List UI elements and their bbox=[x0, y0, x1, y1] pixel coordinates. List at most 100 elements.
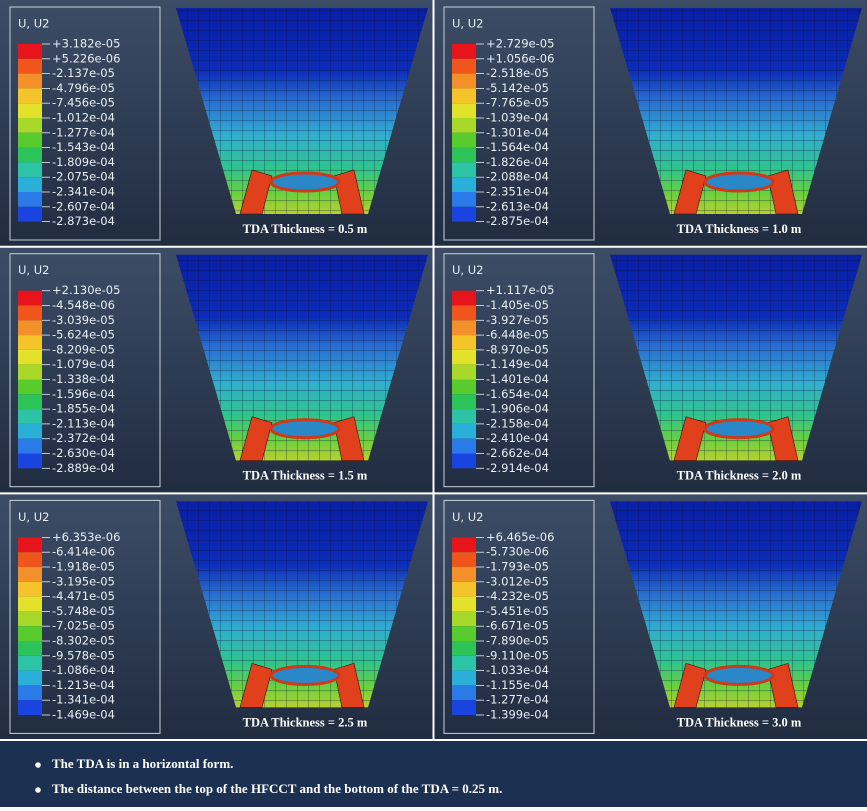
legend-label: -6.671e-05 bbox=[486, 619, 549, 633]
legend-swatch bbox=[18, 350, 42, 365]
legend-label: -1.469e-04 bbox=[52, 708, 115, 722]
legend-swatch bbox=[18, 44, 42, 59]
legend-swatch bbox=[18, 148, 42, 163]
legend-swatch bbox=[452, 306, 476, 321]
legend-title: U, U2 bbox=[18, 17, 49, 31]
legend-label: -3.012e-05 bbox=[486, 574, 549, 588]
legend-label: +2.729e-05 bbox=[486, 37, 554, 51]
legend-label: -1.149e-04 bbox=[486, 357, 549, 371]
legend-swatch bbox=[18, 641, 42, 656]
legend-swatch bbox=[452, 335, 476, 350]
legend-label: -1.033e-04 bbox=[486, 663, 549, 677]
legend-swatch bbox=[18, 626, 42, 641]
legend-label: -1.301e-04 bbox=[486, 125, 549, 139]
legend-label: -5.624e-05 bbox=[52, 328, 115, 342]
legend-label: +2.130e-05 bbox=[52, 283, 120, 297]
legend-swatch bbox=[18, 537, 42, 552]
legend-swatch bbox=[18, 394, 42, 409]
legend-label: -9.578e-05 bbox=[52, 648, 115, 662]
legend-label: -3.927e-05 bbox=[486, 313, 549, 327]
legend-label: -1.277e-04 bbox=[486, 693, 549, 707]
legend-swatch bbox=[452, 567, 476, 582]
legend-swatch bbox=[18, 207, 42, 222]
tda-outline bbox=[705, 666, 773, 684]
legend-label: -1.338e-04 bbox=[52, 372, 115, 386]
legend-swatch bbox=[452, 133, 476, 148]
note: The distance between the top of the HFCC… bbox=[52, 781, 502, 796]
legend-swatch bbox=[18, 320, 42, 335]
legend-label: -1.793e-05 bbox=[486, 560, 549, 574]
legend-label: +3.182e-05 bbox=[52, 37, 120, 51]
legend-label: -1.086e-04 bbox=[52, 663, 115, 677]
legend-label: -4.548e-06 bbox=[52, 298, 115, 312]
legend-label: -2.158e-04 bbox=[486, 416, 549, 430]
panel: TDA Thickness = 1.0 mU, U2+2.729e-05+1.0… bbox=[434, 0, 867, 247]
legend-swatch bbox=[452, 192, 476, 207]
legend-label: -1.399e-04 bbox=[486, 708, 549, 722]
legend-label: -5.748e-05 bbox=[52, 604, 115, 618]
legend-swatch bbox=[452, 44, 476, 59]
legend-swatch bbox=[452, 597, 476, 612]
legend-swatch bbox=[452, 626, 476, 641]
legend-swatch bbox=[452, 641, 476, 656]
legend-label: -1.341e-04 bbox=[52, 693, 115, 707]
legend-label: -3.195e-05 bbox=[52, 574, 115, 588]
figure: TDA Thickness = 0.5 mU, U2+3.182e-05+5.2… bbox=[0, 0, 867, 807]
legend-swatch bbox=[18, 656, 42, 671]
legend-label: -5.730e-06 bbox=[486, 545, 549, 559]
tda-outline bbox=[705, 173, 773, 191]
legend-label: -2.662e-04 bbox=[486, 446, 549, 460]
legend-swatch bbox=[18, 59, 42, 74]
panel: TDA Thickness = 3.0 mU, U2+6.465e-06-5.7… bbox=[434, 493, 867, 740]
legend-label: +1.056e-06 bbox=[486, 51, 554, 65]
legend-swatch bbox=[452, 611, 476, 626]
caption: TDA Thickness = 2.5 m bbox=[243, 715, 368, 729]
notes-background bbox=[0, 740, 867, 807]
legend-swatch bbox=[18, 306, 42, 321]
legend-title: U, U2 bbox=[452, 510, 483, 524]
legend-swatch bbox=[452, 380, 476, 395]
bullet bbox=[35, 762, 41, 768]
legend-label: -7.025e-05 bbox=[52, 619, 115, 633]
legend-swatch bbox=[452, 700, 476, 715]
panel: TDA Thickness = 2.0 mU, U2+1.117e-05-1.4… bbox=[434, 247, 867, 494]
legend-label: -2.113e-04 bbox=[52, 416, 115, 430]
legend-title: U, U2 bbox=[452, 17, 483, 31]
tda-outline bbox=[271, 420, 339, 438]
legend-label: -1.401e-04 bbox=[486, 372, 549, 386]
legend-label: -1.155e-04 bbox=[486, 678, 549, 692]
legend-swatch bbox=[18, 291, 42, 306]
legend-swatch bbox=[452, 207, 476, 222]
legend-swatch bbox=[452, 409, 476, 424]
legend-swatch bbox=[18, 611, 42, 626]
panel: TDA Thickness = 1.5 mU, U2+2.130e-05-4.5… bbox=[0, 247, 433, 494]
legend-swatch bbox=[452, 656, 476, 671]
legend-label: -4.232e-05 bbox=[486, 589, 549, 603]
legend-swatch bbox=[452, 350, 476, 365]
legend-swatch bbox=[18, 582, 42, 597]
legend-label: +5.226e-06 bbox=[52, 51, 120, 65]
legend-label: -1.564e-04 bbox=[486, 140, 549, 154]
legend-label: -1.918e-05 bbox=[52, 560, 115, 574]
tda-outline bbox=[271, 173, 339, 191]
legend-swatch bbox=[18, 597, 42, 612]
legend-label: -8.209e-05 bbox=[52, 342, 115, 356]
legend-label: -1.039e-04 bbox=[486, 111, 549, 125]
legend-label: -1.079e-04 bbox=[52, 357, 115, 371]
legend-label: -2.875e-04 bbox=[486, 214, 549, 228]
legend-swatch bbox=[452, 118, 476, 133]
legend-label: -2.607e-04 bbox=[52, 199, 115, 213]
legend-label: -5.451e-05 bbox=[486, 604, 549, 618]
legend-swatch bbox=[18, 365, 42, 380]
caption: TDA Thickness = 3.0 m bbox=[677, 715, 802, 729]
legend-label: -2.351e-04 bbox=[486, 185, 549, 199]
tda-outline bbox=[271, 666, 339, 684]
legend-swatch bbox=[18, 335, 42, 350]
legend-label: -7.456e-05 bbox=[52, 96, 115, 110]
legend-swatch bbox=[452, 671, 476, 686]
legend-title: U, U2 bbox=[452, 263, 483, 277]
legend-label: -4.796e-05 bbox=[52, 81, 115, 95]
legend-label: -5.142e-05 bbox=[486, 81, 549, 95]
legend-swatch bbox=[452, 59, 476, 74]
legend-swatch bbox=[452, 582, 476, 597]
